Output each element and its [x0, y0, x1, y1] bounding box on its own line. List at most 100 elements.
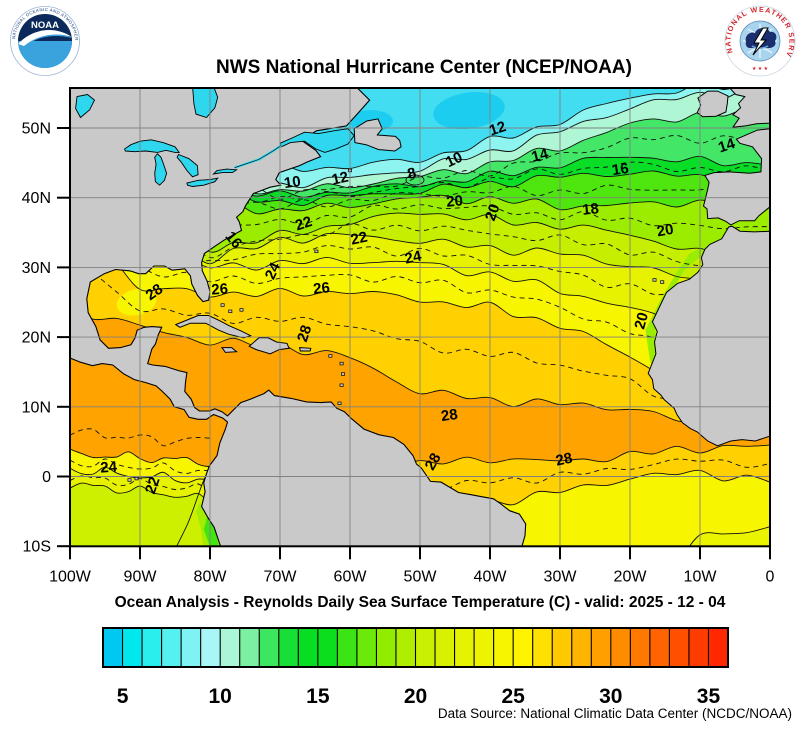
map-caption: Ocean Analysis - Reynolds Daily Sea Surf…	[115, 594, 726, 611]
colorbar-cell	[239, 628, 260, 667]
colorbar-cell	[395, 628, 416, 667]
noaa-gull-icon	[18, 29, 72, 46]
island-puerto-rico	[298, 347, 312, 352]
contour-label-20: 20	[631, 311, 652, 332]
island-newfoundland	[353, 118, 402, 152]
noaa-logo-wave	[18, 31, 72, 68]
x-tick-label: 80W	[194, 568, 228, 585]
colorbar-cell	[181, 628, 202, 667]
contour-label-28: 28	[422, 450, 445, 473]
x-tick-label: 60W	[334, 568, 368, 585]
island-cuba	[174, 315, 252, 339]
y-tick-label: 40N	[22, 190, 51, 207]
isotherm-dashed	[70, 260, 770, 422]
colorbar-label: 10	[209, 685, 232, 708]
sst-band-pacific-22	[70, 483, 231, 547]
x-tick-label: 40W	[474, 568, 508, 585]
contour-label-16: 16	[611, 160, 630, 179]
y-tick-label: 30N	[22, 260, 51, 277]
colorbar-cell	[552, 628, 573, 667]
nws-ring-text: NATIONAL WEATHER SERVICE	[0, 0, 797, 59]
noaa-logo-wordmark: NOAA	[31, 20, 59, 31]
island-ireland	[696, 90, 729, 118]
peru-upwelling-core	[203, 516, 219, 547]
nws-wave-icon	[751, 45, 769, 50]
contour-label-28: 28	[554, 450, 574, 470]
contour-label-28: 28	[294, 323, 315, 344]
contour-label-20: 20	[656, 221, 675, 241]
small-island	[134, 476, 139, 481]
lake-winnipeg	[75, 94, 96, 119]
nws-logo-stars: ★ ★ ★	[752, 66, 769, 72]
colorbar-cell	[669, 628, 690, 667]
colorbar-cell	[708, 628, 729, 667]
contour-label-22: 22	[142, 475, 164, 496]
contour-label-28: 28	[440, 406, 459, 425]
colorbar-label: 15	[306, 685, 330, 708]
inland-water-layer	[75, 88, 355, 187]
colorbar-cell	[278, 628, 299, 667]
colorbar-cell	[454, 628, 475, 667]
colorbar-cell	[317, 628, 338, 667]
contour-label-14: 14	[716, 135, 738, 157]
colorbar-cell	[298, 628, 319, 667]
x-tick-label: 50W	[404, 568, 438, 585]
y-tick-label: 10N	[22, 399, 51, 416]
colorbar-cell	[435, 628, 456, 667]
y-tick-label: 20N	[22, 330, 51, 347]
colorbar-cell	[142, 628, 163, 667]
colorbar-cell	[376, 628, 397, 667]
colorbar-cell	[513, 628, 534, 667]
x-tick-label: 70W	[264, 568, 298, 585]
x-tick-label: 100W	[49, 568, 92, 585]
small-island	[660, 280, 665, 284]
colorbar-cell	[493, 628, 514, 667]
landmass-africa	[647, 225, 770, 447]
contour-label-12: 12	[330, 169, 350, 189]
colorbar-label: 20	[404, 685, 427, 708]
noaa-logo: NATIONAL OCEANIC AND ATMOSPHERIC ADMINIS…	[0, 0, 80, 76]
colorbar-cell	[415, 628, 436, 667]
james-bay	[192, 88, 219, 119]
colorbar-cell	[630, 628, 651, 667]
contour-label-12: 12	[487, 118, 508, 139]
x-tick-label: 0	[766, 568, 775, 585]
small-island	[127, 478, 132, 482]
island-hispaniola	[248, 337, 290, 355]
colorbar-border	[102, 627, 729, 668]
colorbar-cell	[610, 628, 631, 667]
small-island	[652, 278, 657, 282]
small-island	[339, 383, 344, 387]
small-island	[339, 361, 344, 366]
contour-label-26: 26	[211, 280, 229, 298]
colorbar-cell	[532, 628, 553, 667]
island-jamaica	[220, 347, 238, 353]
lake-huron	[176, 153, 199, 178]
colorbar-cell	[688, 628, 709, 667]
lake-ontario	[212, 168, 238, 175]
contour-label-20: 20	[482, 202, 504, 223]
small-island	[220, 303, 225, 307]
small-island	[341, 372, 345, 376]
contour-label-28: 28	[143, 281, 166, 304]
contour-label-24: 24	[100, 458, 118, 476]
colorbar-cell	[337, 628, 358, 667]
x-tick-label: 30W	[544, 568, 578, 585]
y-tick-label: 10S	[23, 539, 51, 556]
contour-label-14: 14	[530, 145, 551, 166]
small-island	[239, 308, 244, 312]
gulf-of-st-lawrence	[279, 128, 355, 153]
small-island	[228, 309, 233, 313]
contour-label-24: 24	[403, 247, 423, 267]
contour-label-26: 26	[312, 279, 330, 298]
map-axes: 100W 90W 80W 70W 60W 50W 40W 30W 20W 10W 0 50N 40N 30…	[22, 87, 775, 585]
small-island	[314, 249, 319, 254]
contour-label-10: 10	[283, 173, 302, 192]
landmass-americas	[70, 88, 527, 547]
grid-layer	[70, 88, 770, 547]
temperature-colorbar: 5 10 15 20 25 30 35	[102, 627, 729, 708]
colorbar-cell	[259, 628, 280, 667]
sst-band-24	[689, 526, 770, 547]
